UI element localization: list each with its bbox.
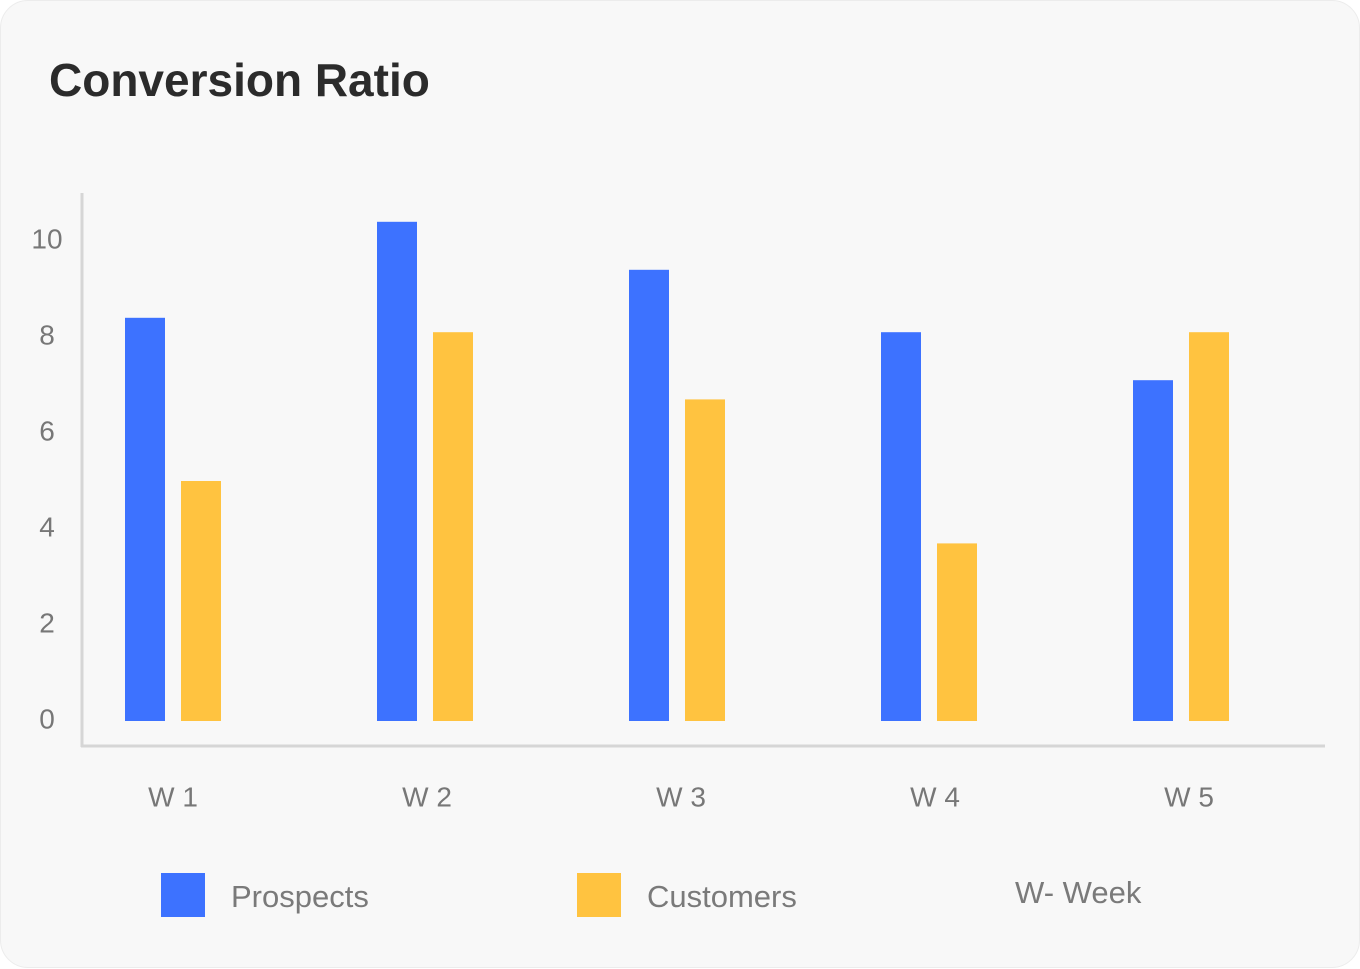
chart-title: Conversion Ratio [49, 54, 430, 106]
x-tick-label: W 5 [1164, 781, 1214, 812]
x-tick-label: W 3 [656, 781, 706, 812]
bar-prospects-1 [125, 317, 165, 721]
y-tick-label: 6 [39, 415, 55, 446]
legend-label-prospects: Prospects [231, 879, 369, 914]
y-tick-label: 8 [39, 319, 55, 350]
x-tick-label: W 4 [910, 781, 960, 812]
legend-swatch-customers [577, 873, 621, 917]
bar-prospects-2 [377, 221, 417, 722]
x-tick-label: W 1 [148, 781, 198, 812]
bar-customers-2 [433, 332, 473, 721]
y-tick-label: 4 [39, 511, 55, 542]
y-tick-label: 2 [39, 607, 55, 638]
bar-customers-4 [937, 543, 977, 721]
legend-swatch-prospects [161, 873, 205, 917]
bar-customers-3 [685, 399, 725, 721]
bar-prospects-5 [1133, 380, 1173, 721]
bar-prospects-3 [629, 269, 669, 721]
week-abbreviation-note: W- Week [1015, 875, 1142, 910]
x-tick-label: W 2 [402, 781, 452, 812]
legend-label-customers: Customers [647, 879, 797, 914]
x-axis-ticks: W 1 W 2 W 3 W 4 W 5 [148, 781, 1214, 812]
y-tick-label: 10 [31, 223, 62, 254]
bar-customers-1 [181, 481, 221, 721]
bars [125, 221, 1229, 722]
legend: Prospects Customers W- Week [161, 873, 1142, 917]
bar-customers-5 [1189, 332, 1229, 721]
y-axis-ticks: 0 2 4 6 8 10 [31, 223, 62, 734]
y-tick-label: 0 [39, 703, 55, 734]
bar-prospects-4 [881, 332, 921, 721]
